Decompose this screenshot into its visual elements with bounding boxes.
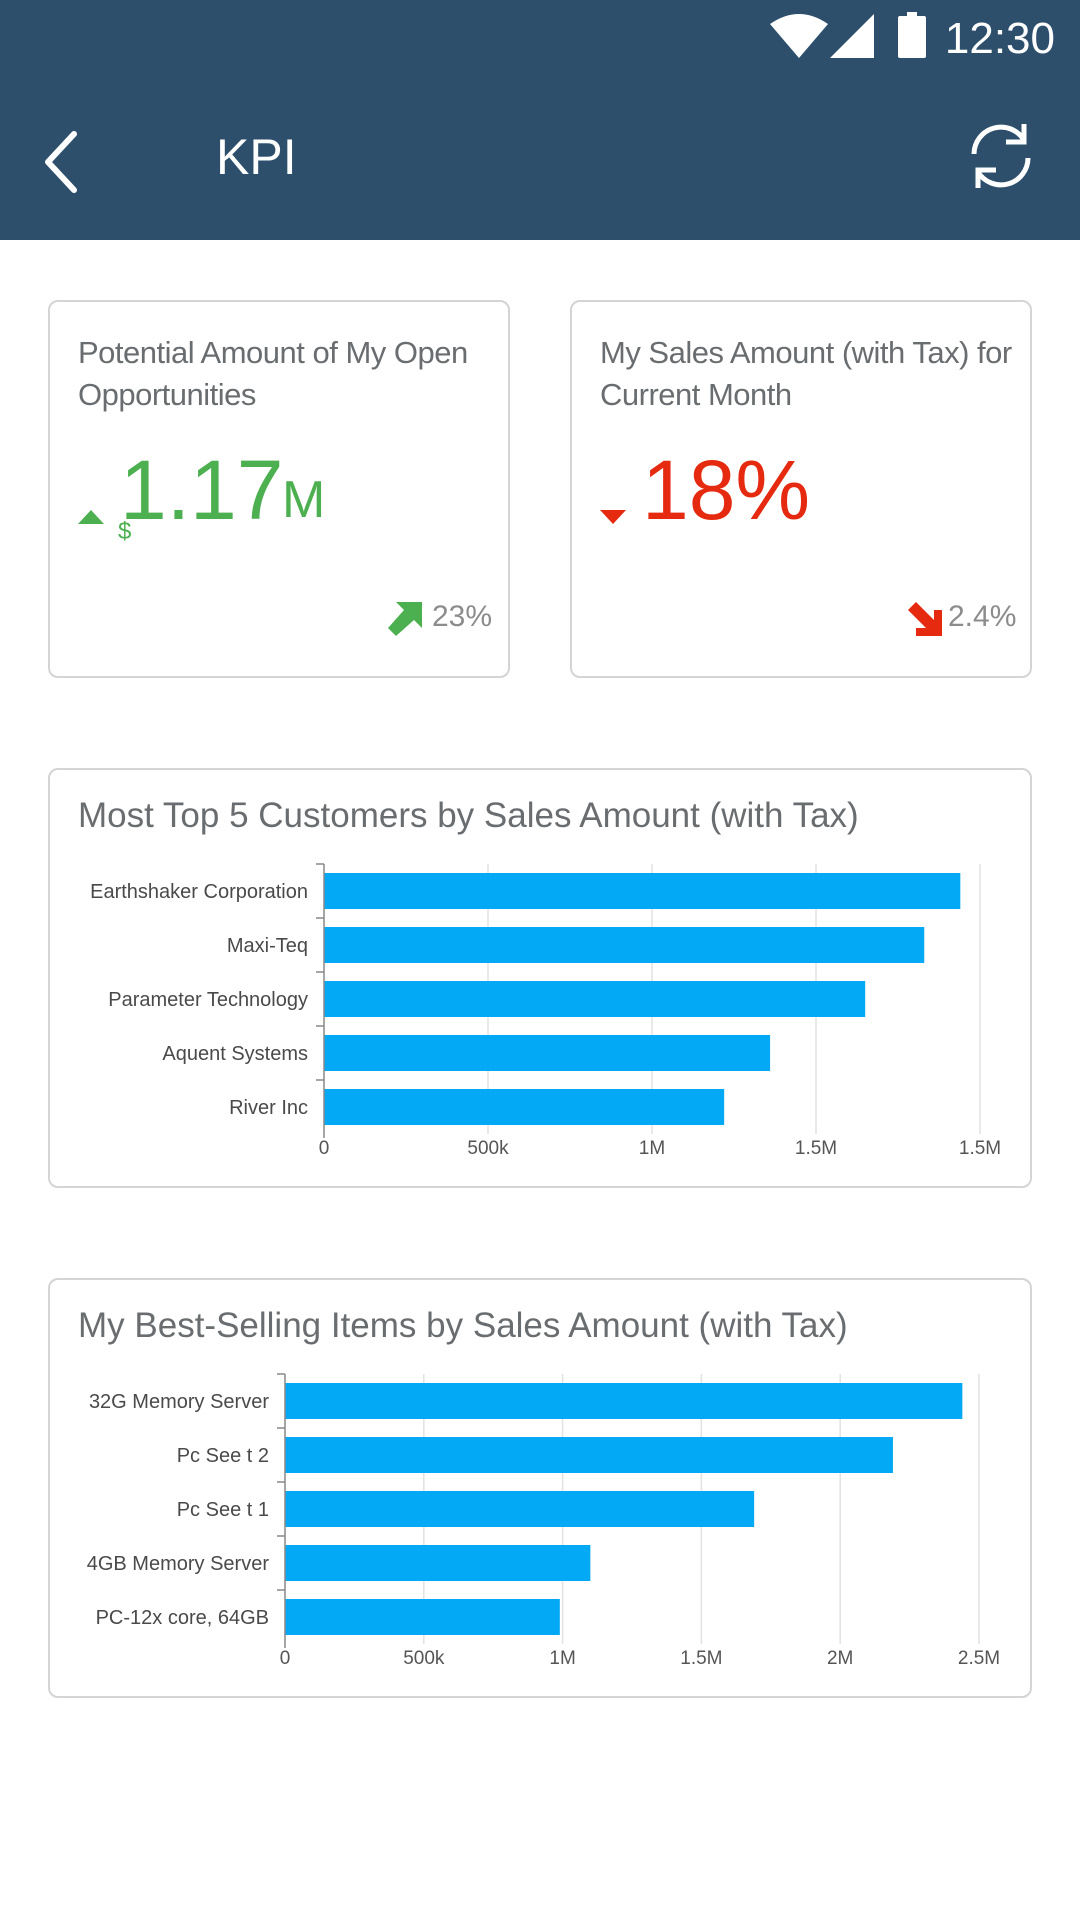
kpi-value: 18% [642,443,811,537]
tick-label: 1.5M [680,1648,722,1669]
kpi-currency: $ [118,518,132,545]
tick-label: 500k [403,1648,445,1669]
kpi-card-sales-amount[interactable]: My Sales Amount (with Tax) for Current M… [570,300,1032,678]
category-label: Aquent Systems [162,1043,308,1065]
category-label: 4GB Memory Server [87,1553,270,1575]
tick-label: 1.5M [959,1138,1001,1159]
tick-label: 2.5M [958,1648,1000,1669]
category-label: PC-12x core, 64GB [96,1607,269,1629]
status-time: 12:30 [944,14,1055,63]
category-label: Maxi-Teq [227,935,308,957]
tick-label: 1M [549,1648,575,1669]
tick-label: 1M [639,1138,665,1159]
battery-icon [898,12,926,58]
bar[interactable] [285,1491,755,1527]
bar-chart-best-selling-items: 32G Memory Server Pc See t 2 Pc See t 1 4GB… [87,1373,1000,1669]
refresh-button[interactable] [960,114,1042,198]
bar[interactable] [324,1035,771,1071]
kpi-title: Potential Amount of My Open Opportunitie… [78,335,468,412]
bar[interactable] [285,1599,560,1635]
kpi-delta: 23% [432,600,493,633]
tick-label: 500k [467,1138,509,1159]
kpi-card-open-opportunities[interactable]: Potential Amount of My Open Opportunitie… [48,300,510,678]
app-bar: KPI [0,84,1080,240]
bar[interactable] [324,873,961,909]
arrow-down-right-icon [908,602,942,636]
category-label: Pc See t 2 [177,1445,269,1467]
tick-label: 1.5M [795,1138,837,1159]
tick-label: 2M [827,1648,853,1669]
bar[interactable] [285,1437,893,1473]
status-bar: 12:30 [0,0,1080,84]
trend-up-icon [78,510,104,524]
chart-title: Most Top 5 Customers by Sales Amount (wi… [78,796,859,835]
category-label: River Inc [229,1097,308,1119]
tick-label: 0 [319,1138,330,1159]
refresh-icon [971,124,1031,188]
bar[interactable] [285,1383,963,1419]
kpi-unit: M [282,471,326,529]
bar[interactable] [324,927,925,963]
chart-card-best-selling-items[interactable]: My Best-Selling Items by Sales Amount (w… [48,1278,1032,1698]
category-label: Parameter Technology [108,989,308,1011]
bar[interactable] [285,1545,591,1581]
category-label: Earthshaker Corporation [90,881,308,903]
kpi-title: My Sales Amount (with Tax) for Current M… [600,335,1012,412]
trend-down-icon [600,510,626,524]
kpi-value: 1.17 [120,443,284,537]
kpi-delta: 2.4% [948,600,1017,633]
bar-chart-top-customers: Earthshaker Corporation Maxi-Teq Parameter… [90,863,1001,1159]
bar[interactable] [324,1089,725,1125]
tick-label: 0 [280,1648,291,1669]
page-title: KPI [216,129,297,185]
chart-card-top-customers[interactable]: Most Top 5 Customers by Sales Amount (wi… [48,768,1032,1188]
arrow-up-right-icon [388,602,422,636]
wifi-icon [770,14,828,58]
chart-title: My Best-Selling Items by Sales Amount (w… [78,1306,848,1345]
category-label: 32G Memory Server [89,1391,269,1413]
bar[interactable] [324,981,866,1017]
chevron-left-icon [45,131,77,193]
category-label: Pc See t 1 [177,1499,269,1521]
signal-icon [830,14,874,58]
back-button[interactable] [34,122,94,202]
